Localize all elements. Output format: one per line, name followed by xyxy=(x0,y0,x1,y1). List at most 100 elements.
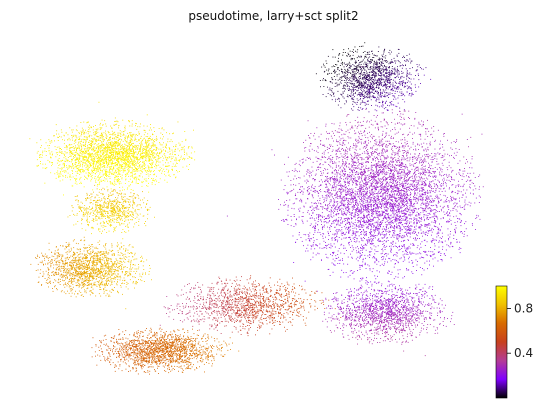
cell-point xyxy=(128,120,129,122)
cell-point xyxy=(133,139,135,141)
cell-point xyxy=(111,162,113,163)
cell-point xyxy=(91,165,93,166)
cell-point xyxy=(96,275,98,277)
cell-point xyxy=(153,145,155,147)
cell-point xyxy=(189,156,191,158)
cell-point xyxy=(141,171,143,173)
cell-point xyxy=(111,149,113,151)
cell-point xyxy=(149,158,151,160)
cell-point xyxy=(82,258,84,260)
cell-point xyxy=(76,266,78,268)
cell-point xyxy=(146,114,148,116)
cell-point xyxy=(158,161,160,163)
cell-point xyxy=(132,162,134,164)
cell-point xyxy=(127,155,129,157)
cell-point xyxy=(85,279,87,281)
cell-point xyxy=(128,259,130,261)
cell-point xyxy=(41,252,43,254)
cell-point xyxy=(96,161,97,162)
cell-point xyxy=(107,253,109,255)
cell-point xyxy=(106,203,108,205)
cell-point xyxy=(105,248,107,250)
cell-point xyxy=(119,247,121,249)
cell-point xyxy=(141,155,142,157)
cell-point xyxy=(69,274,71,275)
cell-point xyxy=(129,133,131,135)
cell-point xyxy=(45,263,46,265)
cell-point xyxy=(54,135,55,137)
cell-point xyxy=(121,258,123,260)
cell-point xyxy=(125,356,127,358)
cell-point xyxy=(111,140,113,142)
cell-point xyxy=(122,164,124,165)
cell-point xyxy=(92,138,94,140)
cell-point xyxy=(124,266,126,268)
cell-point xyxy=(154,145,156,146)
cell-point xyxy=(182,158,183,160)
cell-point xyxy=(150,124,151,125)
cell-point xyxy=(129,268,131,270)
cell-point xyxy=(85,256,87,257)
cell-point xyxy=(110,195,112,196)
cell-point xyxy=(78,141,80,143)
cell-point xyxy=(129,132,131,133)
cell-point xyxy=(184,347,186,349)
cell-point xyxy=(175,350,176,352)
cell-point xyxy=(83,265,85,267)
cell-point xyxy=(105,158,107,160)
cell-point xyxy=(62,254,64,256)
cell-point xyxy=(161,150,163,151)
cell-point xyxy=(81,258,83,260)
cell-point xyxy=(125,193,126,195)
cell-point xyxy=(91,283,92,285)
cell-point xyxy=(81,287,82,289)
cell-point xyxy=(142,265,144,267)
cell-point xyxy=(78,266,80,268)
cell-point xyxy=(92,147,94,149)
cell-point xyxy=(78,153,80,155)
cell-point xyxy=(158,148,160,150)
cell-point xyxy=(147,152,149,154)
cell-point xyxy=(92,255,94,256)
cell-point xyxy=(118,215,119,217)
cell-point xyxy=(137,282,138,283)
cell-point xyxy=(78,168,80,170)
cell-point xyxy=(58,260,60,262)
cell-point xyxy=(198,350,199,352)
cell-point xyxy=(99,167,101,169)
cell-point xyxy=(150,170,152,172)
cell-point xyxy=(60,172,61,174)
cell-point xyxy=(82,158,84,160)
cell-point xyxy=(89,275,90,277)
cell-point xyxy=(152,144,154,145)
cell-point xyxy=(56,288,57,289)
cell-point xyxy=(87,251,88,253)
cell-point xyxy=(151,182,153,183)
cell-point xyxy=(87,259,89,261)
cell-point xyxy=(96,201,97,203)
cell-point xyxy=(165,346,167,348)
cell-point xyxy=(148,209,150,211)
cell-point xyxy=(100,122,101,124)
cell-point xyxy=(96,204,98,206)
cell-point xyxy=(137,348,139,350)
cell-point xyxy=(84,262,86,264)
cell-point xyxy=(74,155,75,156)
cell-point xyxy=(85,141,87,142)
cell-point xyxy=(97,170,99,172)
cell-point xyxy=(70,265,72,267)
cell-point xyxy=(76,195,78,197)
cell-point xyxy=(93,164,94,166)
cell-point xyxy=(94,176,96,177)
cell-point xyxy=(95,273,97,275)
cell-point xyxy=(132,156,134,158)
cell-point xyxy=(168,165,170,167)
cell-point xyxy=(118,157,120,159)
cell-point xyxy=(103,202,105,204)
cell-point xyxy=(144,351,146,353)
cell-point xyxy=(89,254,91,256)
cell-point xyxy=(174,154,176,155)
cell-point xyxy=(116,136,118,138)
cell-point xyxy=(132,173,133,175)
cell-point xyxy=(99,154,101,156)
